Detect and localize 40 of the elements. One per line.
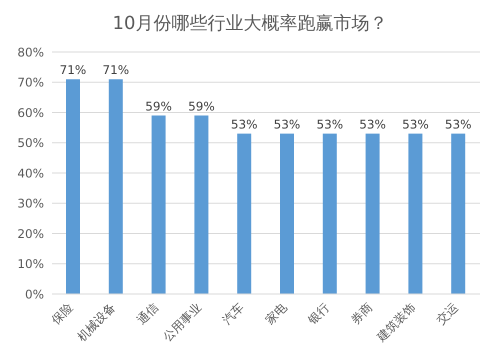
data-label: 53%	[274, 118, 300, 132]
x-tick-label: 券商	[348, 300, 376, 328]
data-label: 71%	[60, 63, 86, 78]
y-tick-label: 70%	[17, 76, 44, 90]
x-tick-label: 通信	[134, 300, 162, 328]
y-tick-label: 20%	[17, 226, 44, 241]
data-label: 53%	[402, 118, 429, 132]
data-label: 53%	[444, 118, 472, 132]
bar	[366, 134, 380, 294]
bar	[408, 134, 422, 294]
x-tick-label: 保险	[48, 300, 76, 328]
bar	[152, 116, 166, 294]
bar	[194, 116, 208, 294]
data-label: 59%	[145, 100, 172, 114]
y-tick-label: 60%	[17, 106, 44, 120]
x-tick-label: 家电	[262, 300, 290, 328]
y-tick-label: 0%	[24, 287, 44, 302]
x-tick-label: 银行	[304, 300, 332, 328]
chart-title: 10月份哪些行业大概率跑赢市场？	[112, 12, 388, 36]
bar	[322, 134, 337, 294]
x-tick-label: 交运	[434, 300, 461, 328]
bar	[280, 134, 294, 294]
data-label: 53%	[316, 118, 344, 132]
data-label: 59%	[188, 100, 215, 114]
x-tick-label: 机械设备	[74, 300, 118, 344]
y-tick-label: 30%	[17, 196, 44, 211]
bar	[237, 134, 252, 294]
y-tick-label: 40%	[17, 166, 44, 180]
x-tick-label: 公用事业	[160, 300, 204, 344]
y-tick-label: 50%	[17, 136, 44, 150]
data-label: 53%	[359, 118, 386, 132]
bar	[451, 134, 466, 294]
bar	[108, 79, 123, 294]
x-tick-label: 汽车	[220, 300, 247, 328]
data-label: 53%	[230, 118, 258, 132]
y-tick-label: 10%	[17, 257, 44, 272]
bar	[66, 79, 80, 294]
y-tick-label: 80%	[17, 45, 44, 60]
data-label: 71%	[102, 63, 130, 78]
x-tick-label: 建筑装饰	[373, 300, 418, 345]
